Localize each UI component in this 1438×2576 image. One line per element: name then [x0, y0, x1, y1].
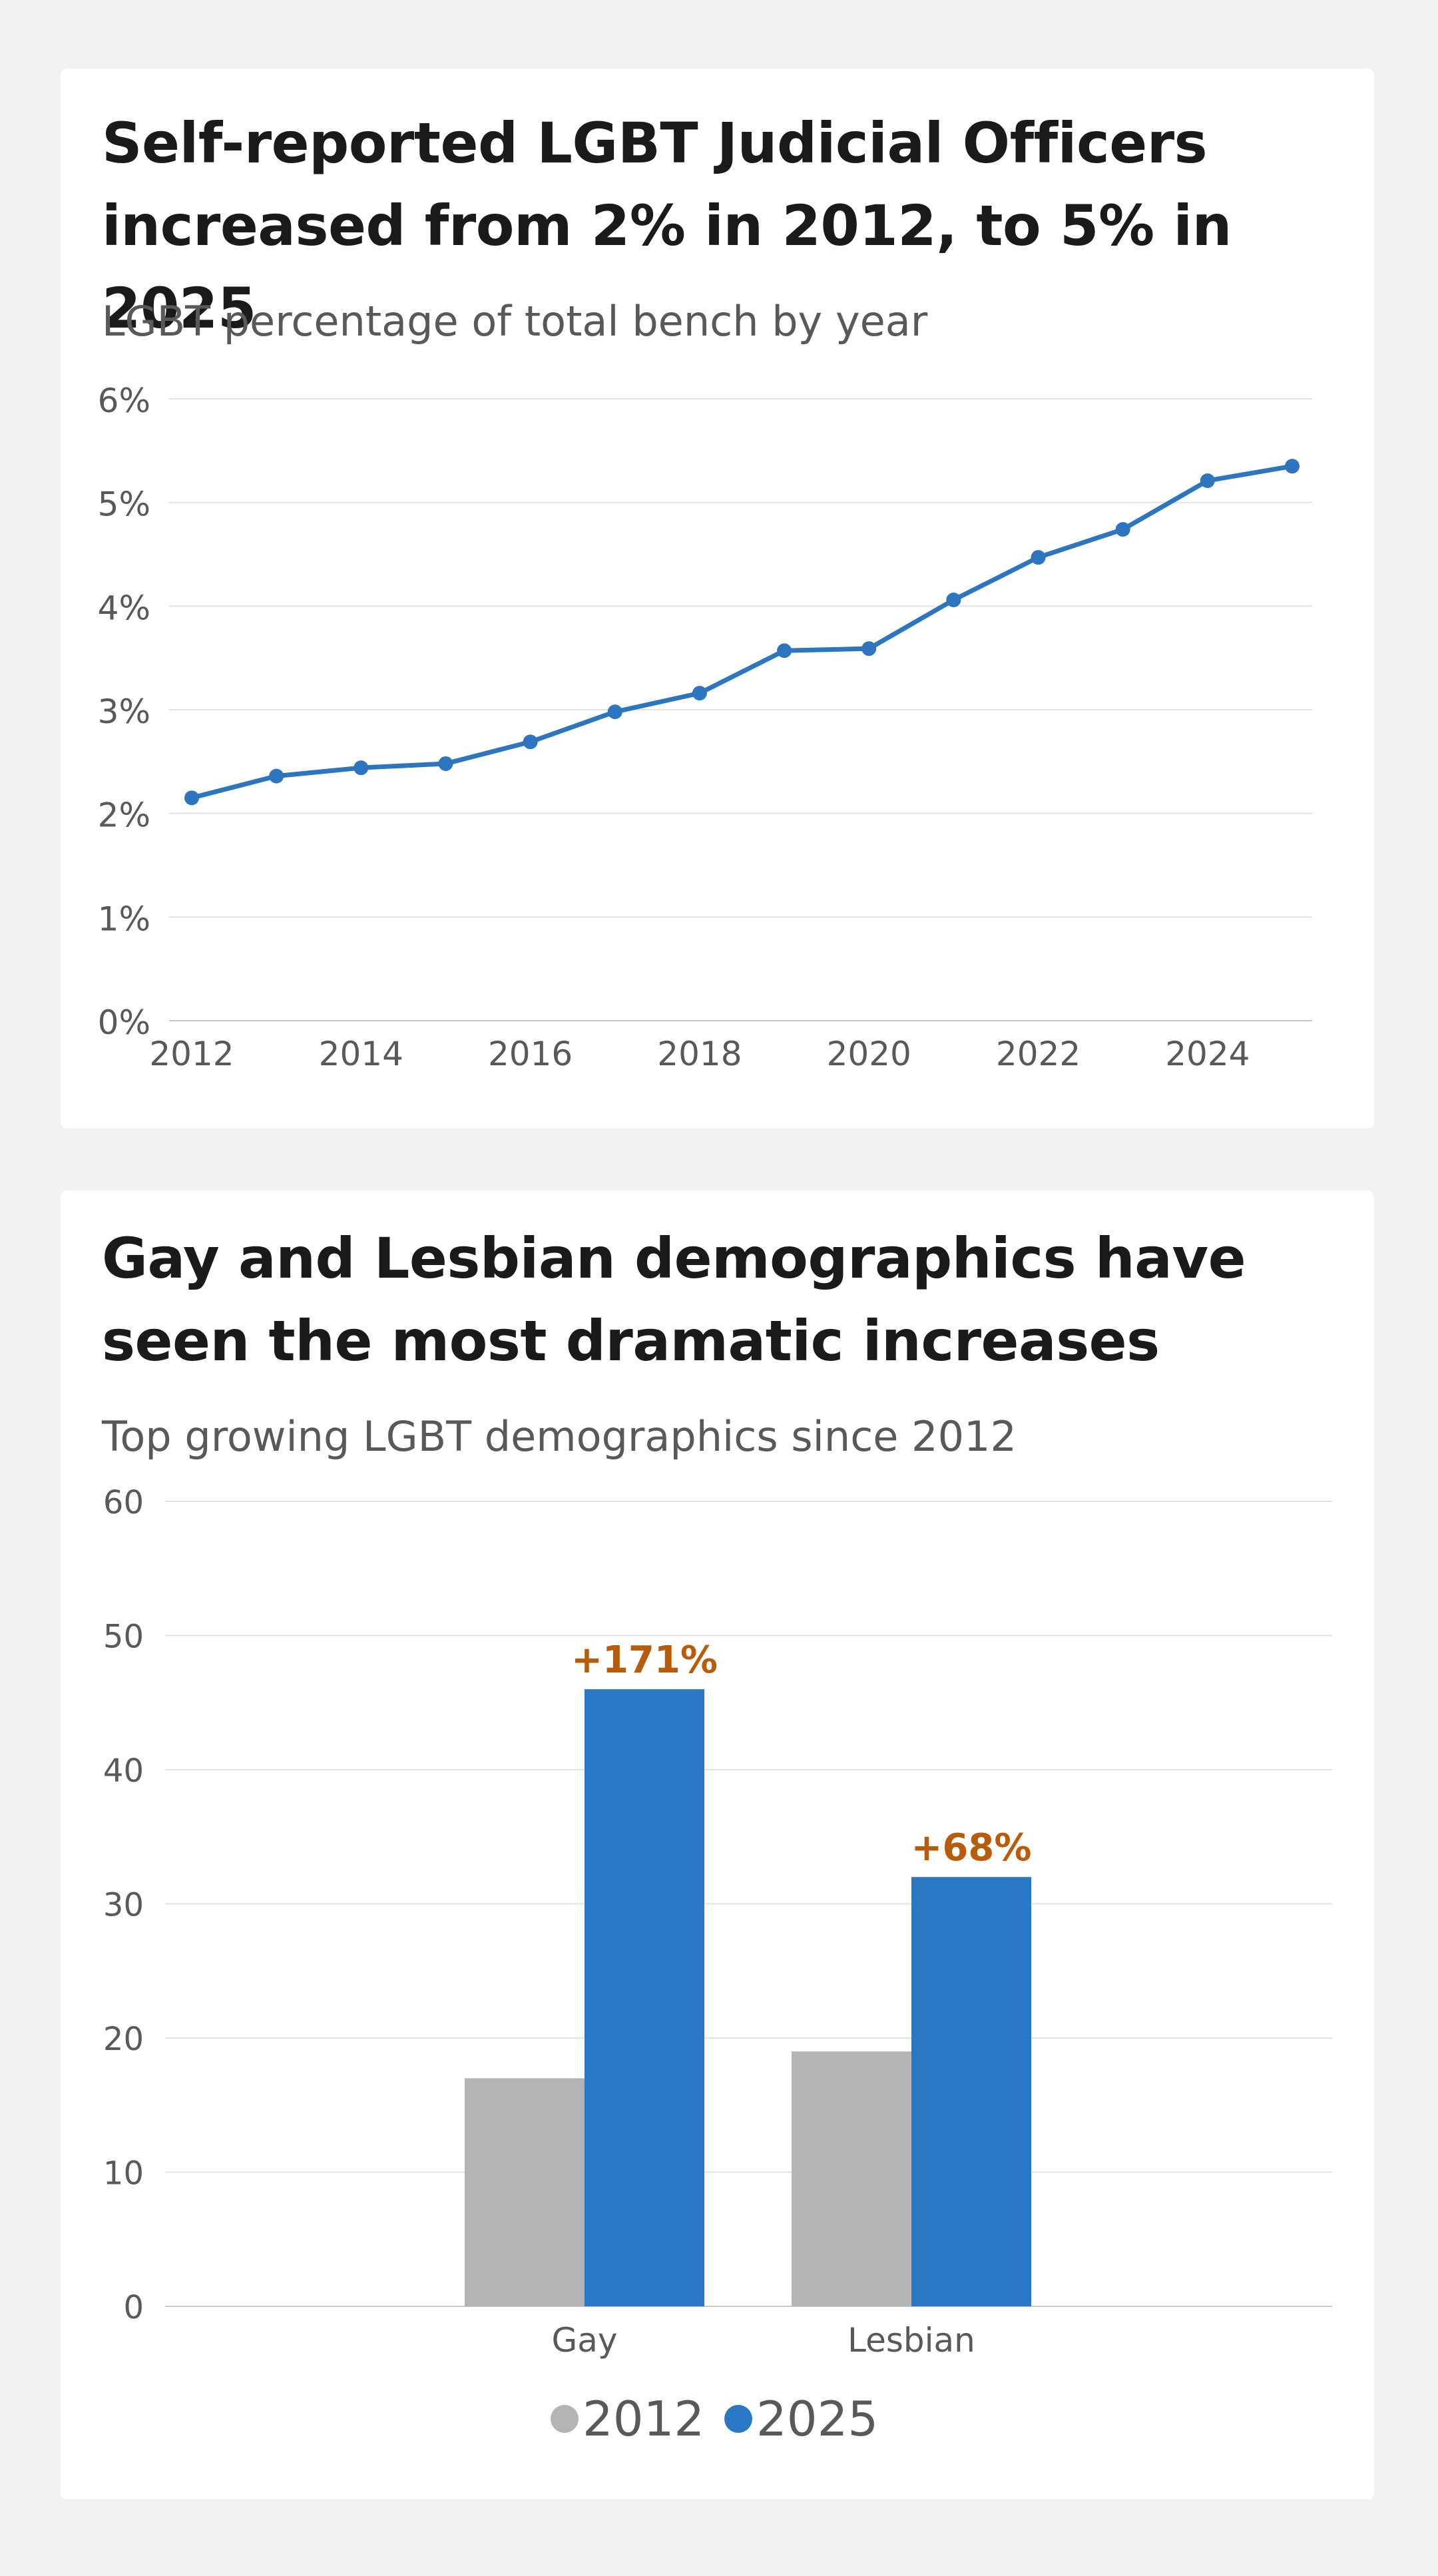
bar-lesbian-2025: [911, 1877, 1031, 2306]
bar-annotation: +171%: [571, 1639, 718, 1682]
bar-chart-y-tick-label: 10: [103, 2155, 144, 2192]
line-chart-x-tick-label: 2024: [1165, 1035, 1250, 1073]
line-chart-point: [184, 790, 199, 806]
bar-chart-y-tick-label: 60: [103, 1484, 144, 1521]
bar-gay-2012: [465, 2078, 585, 2306]
line-chart-point: [1031, 550, 1046, 565]
line-chart-point: [523, 734, 538, 750]
line-chart-x-tick-label: 2016: [488, 1035, 573, 1073]
bar-chart-subtitle: Top growing LGBT demographics since 2012: [102, 1412, 1017, 1461]
bar-gay-2025: [585, 1689, 704, 2306]
legend-marker-2025: [724, 2405, 752, 2433]
line-chart-point: [692, 686, 707, 701]
line-chart-subtitle: LGBT percentage of total bench by year: [102, 297, 928, 346]
line-chart-x-tick-label: 2012: [149, 1035, 234, 1073]
line-chart-y-tick-label: 0%: [98, 1003, 150, 1042]
line-chart-y-tick-label: 4%: [98, 589, 150, 627]
line-chart-point: [777, 643, 792, 658]
line-chart-point: [1115, 522, 1130, 537]
bar-chart-x-tick-label: Gay: [552, 2321, 618, 2360]
line-chart-x-tick-label: 2018: [657, 1035, 742, 1073]
line-chart-point: [438, 756, 453, 771]
bar-lesbian-2012: [792, 2051, 911, 2306]
line-chart-y-tick-label: 6%: [98, 382, 150, 420]
line-chart: 0% 1% 2% 3% 4% 5% 6% 2012 2014 2016 2018 2020 2022 20…: [98, 382, 1312, 1073]
legend-marker-2012: [551, 2405, 579, 2433]
bar-annotation: +68%: [911, 1826, 1032, 1870]
bar-chart-y-tick-label: 0: [123, 2289, 144, 2326]
bar-chart-card: Gay and Lesbian demographics have seen t…: [61, 1190, 1374, 2499]
bar-chart-y-tick-label: 50: [103, 1619, 144, 1656]
bar-chart: 0 10 20 30 40 50 60 +171% Gay +68% Lesbian 2012 2025: [103, 1484, 1332, 2447]
line-chart-card: Self-reported LGBT Judicial Officers inc…: [61, 69, 1374, 1129]
line-chart-point: [607, 704, 622, 720]
line-chart-y-tick-label: 5%: [98, 485, 150, 524]
line-chart-y-tick-label: 2%: [98, 796, 150, 835]
legend-label-2025: 2025: [756, 2391, 878, 2447]
line-chart-y-tick-label: 1%: [98, 900, 150, 938]
line-chart-point: [946, 592, 961, 607]
line-chart-point: [1285, 459, 1300, 474]
bar-chart-y-tick-label: 40: [103, 1752, 144, 1790]
line-chart-point: [861, 641, 877, 656]
line-chart-series-line: [189, 463, 1295, 800]
line-chart-point: [269, 768, 284, 784]
line-chart-x-tick-label: 2014: [319, 1035, 403, 1073]
line-chart-x-tick-label: 2020: [827, 1035, 911, 1073]
line-chart-point: [1200, 473, 1215, 488]
bar-chart-y-tick-label: 30: [103, 1887, 144, 1924]
bar-chart-y-tick-label: 20: [103, 2021, 144, 2058]
bar-chart-title: Gay and Lesbian demographics have seen t…: [102, 1226, 1246, 1374]
line-chart-x-tick-label: 2022: [996, 1035, 1080, 1073]
legend-label-2012: 2012: [583, 2391, 704, 2447]
line-chart-y-tick-label: 3%: [98, 692, 150, 731]
line-chart-point: [354, 760, 369, 776]
bar-chart-x-tick-label: Lesbian: [847, 2321, 975, 2360]
line-chart-title: Self-reported LGBT Judicial Officers inc…: [102, 111, 1232, 341]
